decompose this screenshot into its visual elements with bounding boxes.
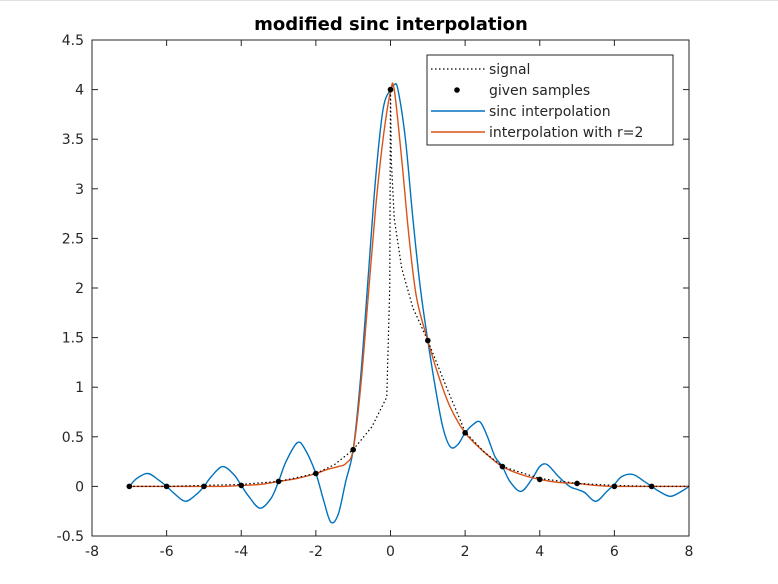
- window-top-border: [0, 0, 778, 1]
- sample-point: [611, 483, 618, 490]
- y-tick-label: 3: [75, 182, 84, 198]
- series-line-signal: [129, 89, 689, 487]
- sample-point: [201, 483, 207, 490]
- sample-point: [350, 446, 356, 453]
- legend-item-r2-label: interpolation with r=2: [489, 125, 643, 141]
- sample-point: [238, 482, 245, 489]
- y-tick-label: 4.5: [62, 33, 84, 49]
- data-layer: [126, 82, 689, 524]
- legend-item-samples-label: given samples: [489, 83, 590, 99]
- sample-point: [163, 483, 170, 490]
- sample-point: [387, 86, 394, 93]
- sample-point: [648, 483, 655, 490]
- y-tick-label: 0: [75, 479, 84, 495]
- x-tick-label: -4: [234, 544, 248, 560]
- legend-item-signal-label: signal: [489, 62, 530, 78]
- sample-point: [275, 478, 282, 485]
- legend-item-sinc-label: sinc interpolation: [489, 104, 611, 120]
- y-tick-label: -0.5: [57, 529, 84, 545]
- sample-point: [126, 483, 133, 490]
- x-tick-label: 2: [461, 544, 470, 560]
- x-tick-label: -6: [160, 544, 174, 560]
- sample-point: [499, 463, 506, 470]
- legend-item-samples-marker: [454, 87, 460, 93]
- y-tick-label: 4: [75, 83, 84, 99]
- y-tick-label: 1: [75, 380, 84, 396]
- x-tick-label: 0: [386, 544, 395, 560]
- legend: signal given samples sinc interpolation int…: [426, 54, 674, 146]
- sample-point: [425, 337, 431, 344]
- y-tick-label: 2.5: [62, 231, 84, 247]
- x-tick-label: 8: [685, 544, 694, 560]
- chart-title: modified sinc interpolation: [254, 14, 528, 35]
- series-line-interpolation-r2: [129, 82, 689, 488]
- series-line-sinc-interpolation: [128, 83, 689, 524]
- x-tick-label: -2: [309, 544, 323, 560]
- y-tick-label: 0.5: [62, 430, 84, 446]
- sample-point: [313, 470, 319, 477]
- y-tick-label: 2: [75, 281, 84, 297]
- legend-box: [426, 54, 674, 146]
- x-tick-label: 4: [535, 544, 544, 560]
- x-tick-label: 6: [610, 544, 619, 560]
- x-tick-label: -8: [85, 544, 99, 560]
- y-tick-label: 1.5: [62, 331, 84, 347]
- y-tick-label: 3.5: [62, 132, 84, 148]
- sample-point: [536, 476, 543, 483]
- sample-point: [574, 480, 580, 487]
- sample-point: [462, 430, 468, 436]
